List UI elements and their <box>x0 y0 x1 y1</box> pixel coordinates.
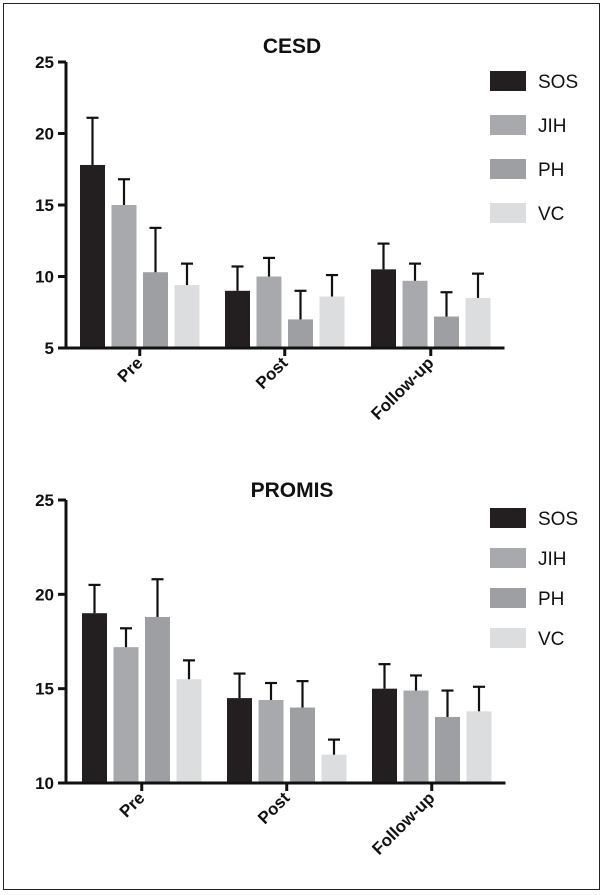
bar <box>256 276 282 348</box>
bar <box>113 647 139 783</box>
bar <box>466 711 492 783</box>
chart-title: PROMIS <box>251 479 334 502</box>
x-tick-label: Pre <box>116 788 149 821</box>
y-tick-label: 10 <box>35 774 54 793</box>
bar <box>371 269 396 348</box>
legend-swatch <box>490 548 526 568</box>
y-tick-label: 20 <box>35 585 54 604</box>
cesd-chart: CESD 5 10 15 20 25 Pre Post Follow-up SOS JIH PH VC <box>35 35 578 424</box>
y-tick-label: 20 <box>35 125 54 144</box>
bar <box>174 285 200 348</box>
bar <box>319 296 345 348</box>
bar <box>402 280 428 348</box>
legend-label: VC <box>538 629 564 650</box>
legend-swatch <box>490 508 526 528</box>
bar <box>288 319 313 348</box>
legend-label: SOS <box>538 509 578 530</box>
y-tick-label: 10 <box>35 268 54 287</box>
bar <box>227 698 252 783</box>
bar <box>372 688 397 783</box>
bar <box>145 616 170 783</box>
legend-swatch <box>490 71 526 91</box>
x-tick-label: Post <box>252 353 292 393</box>
bar <box>225 290 250 348</box>
legend-swatch <box>490 203 526 223</box>
bar <box>111 205 137 348</box>
legend-swatch <box>490 628 526 648</box>
bar <box>258 699 284 783</box>
legend-swatch <box>490 159 526 179</box>
x-tick-label: Post <box>254 788 294 828</box>
x-tick-label: Follow-up <box>368 788 438 858</box>
legend-label: JIH <box>538 116 567 137</box>
y-tick-label: 15 <box>35 680 54 699</box>
bar <box>465 297 491 348</box>
legend-label: JIH <box>538 549 567 570</box>
bar <box>290 707 315 783</box>
chart-title: CESD <box>263 35 321 58</box>
bar <box>176 679 202 783</box>
legend-label: PH <box>538 589 564 610</box>
bar <box>434 316 459 348</box>
promis-chart: PROMIS 10 15 20 25 Pre Post Follow-up SOS JIH PH V… <box>35 479 578 859</box>
legend-label: VC <box>538 204 564 225</box>
bar <box>80 164 105 348</box>
bar <box>82 613 107 783</box>
y-tick-label: 25 <box>35 53 54 72</box>
bar <box>435 716 460 783</box>
legend-swatch <box>490 115 526 135</box>
x-tick-label: Pre <box>114 353 147 386</box>
bar <box>321 754 347 783</box>
legend-swatch <box>490 588 526 608</box>
y-tick-label: 5 <box>45 339 54 358</box>
legend-label: SOS <box>538 72 578 93</box>
legend-label: PH <box>538 160 564 181</box>
bar <box>403 690 429 783</box>
y-tick-label: 25 <box>35 491 54 510</box>
x-tick-label: Follow-up <box>367 353 437 423</box>
y-tick-label: 15 <box>35 196 54 215</box>
bar <box>143 272 168 348</box>
